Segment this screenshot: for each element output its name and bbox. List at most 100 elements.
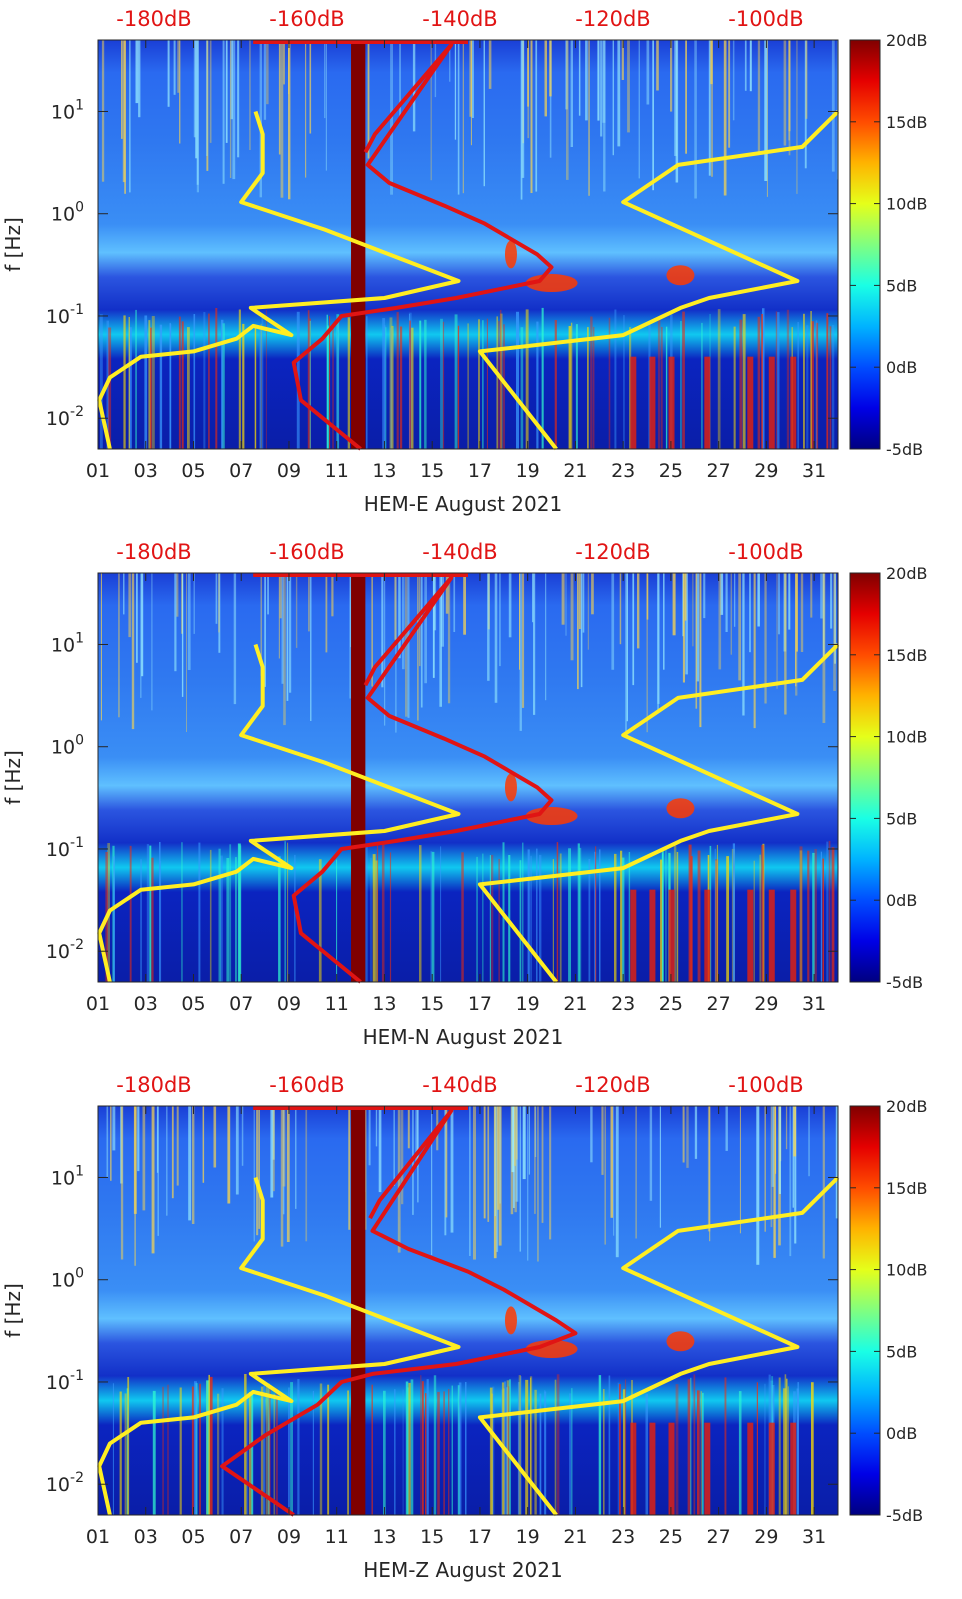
colorbar-tick-label: 5dB	[886, 809, 917, 828]
x-tick-label: 13	[372, 993, 396, 1015]
x-axis-label: HEM-Z August 2021	[363, 1558, 562, 1582]
colorbar-tick-label: 0dB	[886, 358, 917, 377]
top-axis-label: -160dB	[269, 1073, 344, 1097]
x-tick-label: 19	[516, 460, 540, 482]
colorbar-tick-label: 15dB	[886, 113, 928, 132]
x-tick-label: 15	[420, 1526, 444, 1548]
x-axis-label: HEM-E August 2021	[364, 492, 562, 516]
plot-frame	[97, 572, 839, 983]
colorbar-tick-label: 15dB	[886, 1179, 928, 1198]
x-tick-label: 17	[468, 460, 492, 482]
x-tick-label: 23	[611, 993, 635, 1015]
y-tick-label: 101	[51, 97, 84, 123]
x-tick-label: 19	[516, 993, 540, 1015]
x-axis-label: HEM-N August 2021	[363, 1025, 564, 1049]
x-tick-label: 05	[181, 460, 205, 482]
colorbar-tick-label: 0dB	[886, 1424, 917, 1443]
x-tick-label: 11	[325, 993, 349, 1015]
x-tick-label: 09	[277, 460, 301, 482]
x-tick-label: 21	[563, 460, 587, 482]
x-tick-label: 05	[181, 993, 205, 1015]
x-tick-label: 07	[229, 993, 253, 1015]
x-tick-label: 15	[420, 993, 444, 1015]
x-tick-label: 25	[659, 993, 683, 1015]
y-axis-label: f [Hz]	[1, 1283, 25, 1338]
x-tick-label: 17	[468, 993, 492, 1015]
y-axis-label: f [Hz]	[1, 750, 25, 805]
y-axis-label: f [Hz]	[1, 217, 25, 272]
colorbar-tick-label: 20dB	[886, 1097, 928, 1116]
x-tick-label: 31	[802, 460, 826, 482]
x-tick-label: 21	[563, 993, 587, 1015]
top-axis-label: -140dB	[422, 540, 497, 564]
spectrogram-texture	[100, 573, 836, 982]
y-tick-label: 10-1	[46, 835, 84, 861]
plot-frame	[97, 1105, 839, 1516]
x-tick-label: 01	[86, 993, 110, 1015]
spectrogram-chart-e: 01 03 05 07 09 11 13 15 17 19 21 23 25 27 29 31 10-2 10-1…	[1, 7, 928, 516]
x-tick-label: 01	[86, 460, 110, 482]
x-tick-label: 11	[325, 1526, 349, 1548]
top-axis-label: -120dB	[575, 7, 650, 31]
x-tick-label: 07	[229, 460, 253, 482]
colorbar-tick-label: -5dB	[886, 973, 923, 992]
x-tick-label: 29	[754, 460, 778, 482]
spectrogram-panel-n: 01 03 05 07 09 11 13 15 17 19 21 23 25 27 29 31 10-2 10-1…	[0, 533, 962, 1066]
spectrogram-panel-e: 01 03 05 07 09 11 13 15 17 19 21 23 25 27 29 31 10-2 10-1…	[0, 0, 962, 533]
series-line-2	[477, 110, 840, 451]
y-tick-label: 10-1	[46, 1368, 84, 1394]
series-line-0	[97, 110, 461, 450]
x-tick-label: 23	[611, 1526, 635, 1548]
x-tick-label: 15	[420, 460, 444, 482]
series-line-0	[97, 643, 461, 983]
top-axis-label: -120dB	[575, 1073, 650, 1097]
x-tick-label: 19	[516, 1526, 540, 1548]
colorbar-tick-label: 20dB	[886, 31, 928, 50]
series-line-2	[477, 1176, 840, 1517]
y-tick-label: 100	[51, 733, 84, 759]
top-axis-label: -180dB	[116, 1073, 191, 1097]
x-tick-label: 21	[563, 1526, 587, 1548]
colorbar-tick-label: -5dB	[886, 1506, 923, 1525]
y-tick-label: 101	[51, 630, 84, 656]
top-axis-label: -100dB	[728, 1073, 803, 1097]
x-tick-label: 27	[707, 993, 731, 1015]
colorbar	[849, 39, 881, 450]
x-tick-label: 25	[659, 460, 683, 482]
series-line-1	[291, 575, 554, 984]
spectrogram-texture	[106, 1106, 839, 1515]
x-tick-label: 07	[229, 1526, 253, 1548]
y-tick-label: 10-2	[46, 937, 84, 963]
top-axis-label: -180dB	[116, 540, 191, 564]
y-tick-label: 101	[51, 1163, 84, 1189]
colorbar-tick-label: 10dB	[886, 728, 928, 747]
top-axis-label: -120dB	[575, 540, 650, 564]
x-tick-label: 11	[325, 460, 349, 482]
colorbar-tick-label: 20dB	[886, 564, 928, 583]
top-axis-label: -160dB	[269, 7, 344, 31]
spectrogram-chart-n: 01 03 05 07 09 11 13 15 17 19 21 23 25 27 29 31 10-2 10-1…	[1, 540, 928, 1049]
y-tick-label: 100	[51, 1266, 84, 1292]
x-tick-label: 03	[134, 1526, 158, 1548]
spectrogram-texture	[100, 40, 839, 449]
top-axis-label: -160dB	[269, 540, 344, 564]
plot-frame	[97, 39, 839, 450]
colorbar	[849, 1105, 881, 1516]
series-line-2	[477, 643, 840, 984]
x-tick-label: 09	[277, 1526, 301, 1548]
y-tick-label: 10-2	[46, 1470, 84, 1496]
top-axis-label: -140dB	[422, 1073, 497, 1097]
x-tick-label: 03	[134, 993, 158, 1015]
x-tick-label: 27	[707, 1526, 731, 1548]
colorbar-tick-label: 0dB	[886, 891, 917, 910]
colorbar-tick-label: 15dB	[886, 646, 928, 665]
x-tick-label: 23	[611, 460, 635, 482]
top-axis-label: -140dB	[422, 7, 497, 31]
colorbar-tick-label: 5dB	[886, 1342, 917, 1361]
colorbar-tick-label: 10dB	[886, 195, 928, 214]
x-tick-label: 17	[468, 1526, 492, 1548]
spectrogram-chart-z: 01 03 05 07 09 11 13 15 17 19 21 23 25 27 29 31 10-2 10-1…	[1, 1073, 928, 1582]
x-tick-label: 13	[372, 1526, 396, 1548]
top-axis-label: -100dB	[728, 7, 803, 31]
x-tick-label: 05	[181, 1526, 205, 1548]
